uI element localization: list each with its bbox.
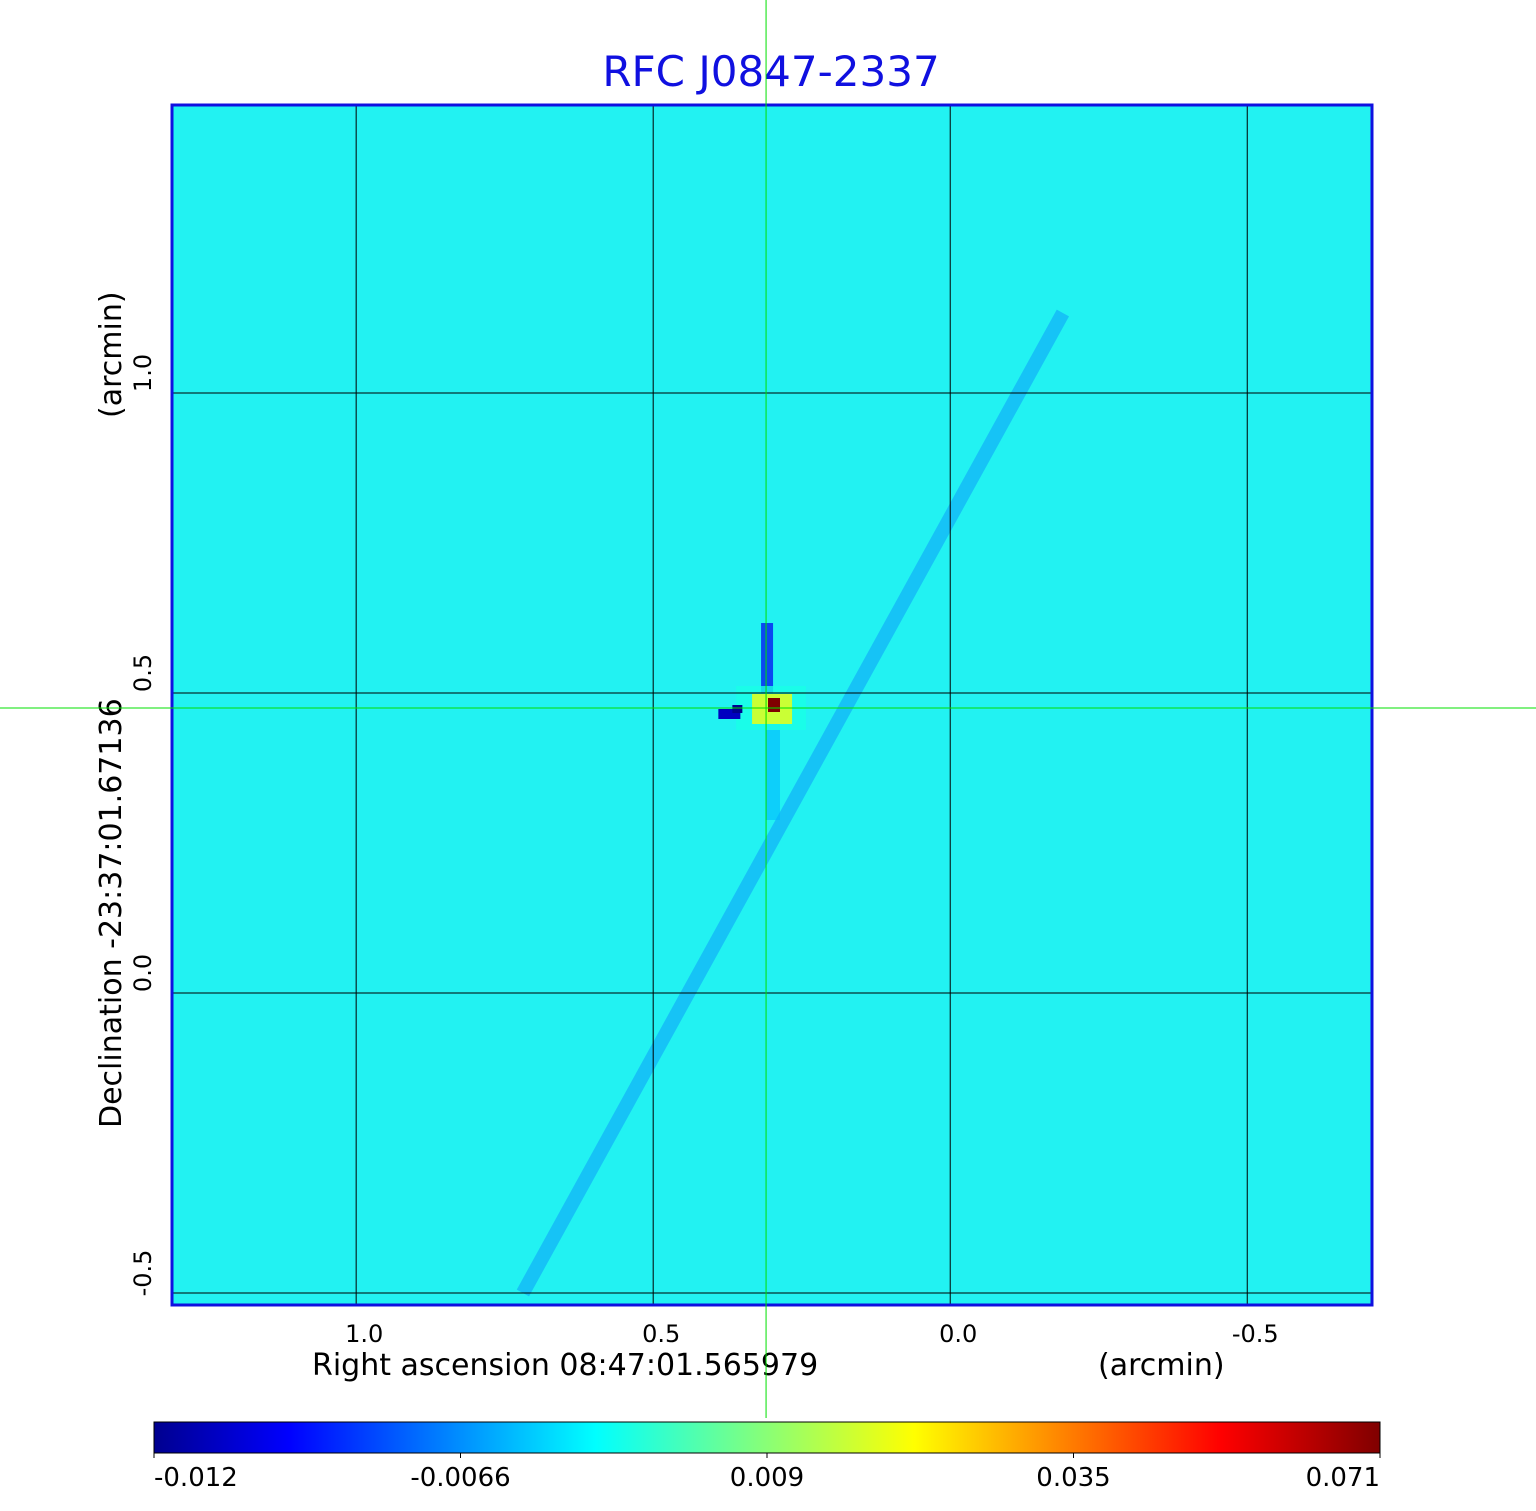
feature-diagonal-ridge [516,309,1070,1297]
colorbar-tick-label: 0.009 [730,1463,804,1493]
x-tick-label: 0.0 [939,1320,977,1348]
plot-frame [170,103,1374,1307]
y-tick-label: 0.0 [129,954,157,992]
colorbar-tick-label: 0.071 [1306,1463,1380,1493]
x-tick-label: 0.5 [642,1320,680,1348]
y-tick-label: -0.5 [129,1250,157,1297]
colorbar-gradient [153,1421,1381,1454]
y-axis-label: Declination -23:37:01.67136 [94,698,129,1128]
y-axis-unit: (arcmin) [94,291,129,418]
x-tick-label: -0.5 [1232,1320,1279,1348]
grid-lines [172,105,1372,1305]
colorbar-tick-label: -0.0066 [410,1463,510,1493]
x-tick-label: 1.0 [345,1320,383,1348]
feature-peak [768,698,780,712]
crosshair [0,0,1536,1418]
y-tick-labels: 1.0 0.5 0.0 -0.5 [129,354,157,1297]
y-tick-label: 0.5 [129,654,157,692]
y-tick-label: 1.0 [129,354,157,392]
colorbar-tick-label: -0.012 [154,1463,238,1493]
image-features [516,309,1070,1297]
x-axis-label: Right ascension 08:47:01.565979 [312,1348,818,1383]
feature-negative-lobe [732,705,743,713]
feature-south-streak [766,710,780,820]
x-tick-labels: 1.0 0.5 0.0 -0.5 [345,1320,1279,1348]
colorbar-ticks: -0.012 -0.0066 0.009 0.035 0.071 [153,1453,1381,1493]
x-axis-unit: (arcmin) [1098,1348,1225,1383]
chart-title: RFC J0847-2337 [602,47,939,96]
feature-negative-lobe-wing [718,709,741,719]
plot-area [170,103,1374,1307]
colorbar-tick-label: 0.035 [1036,1463,1110,1493]
colorbar: -0.012 -0.0066 0.009 0.035 0.071 [153,1421,1381,1493]
feature-north-streak [761,623,774,693]
